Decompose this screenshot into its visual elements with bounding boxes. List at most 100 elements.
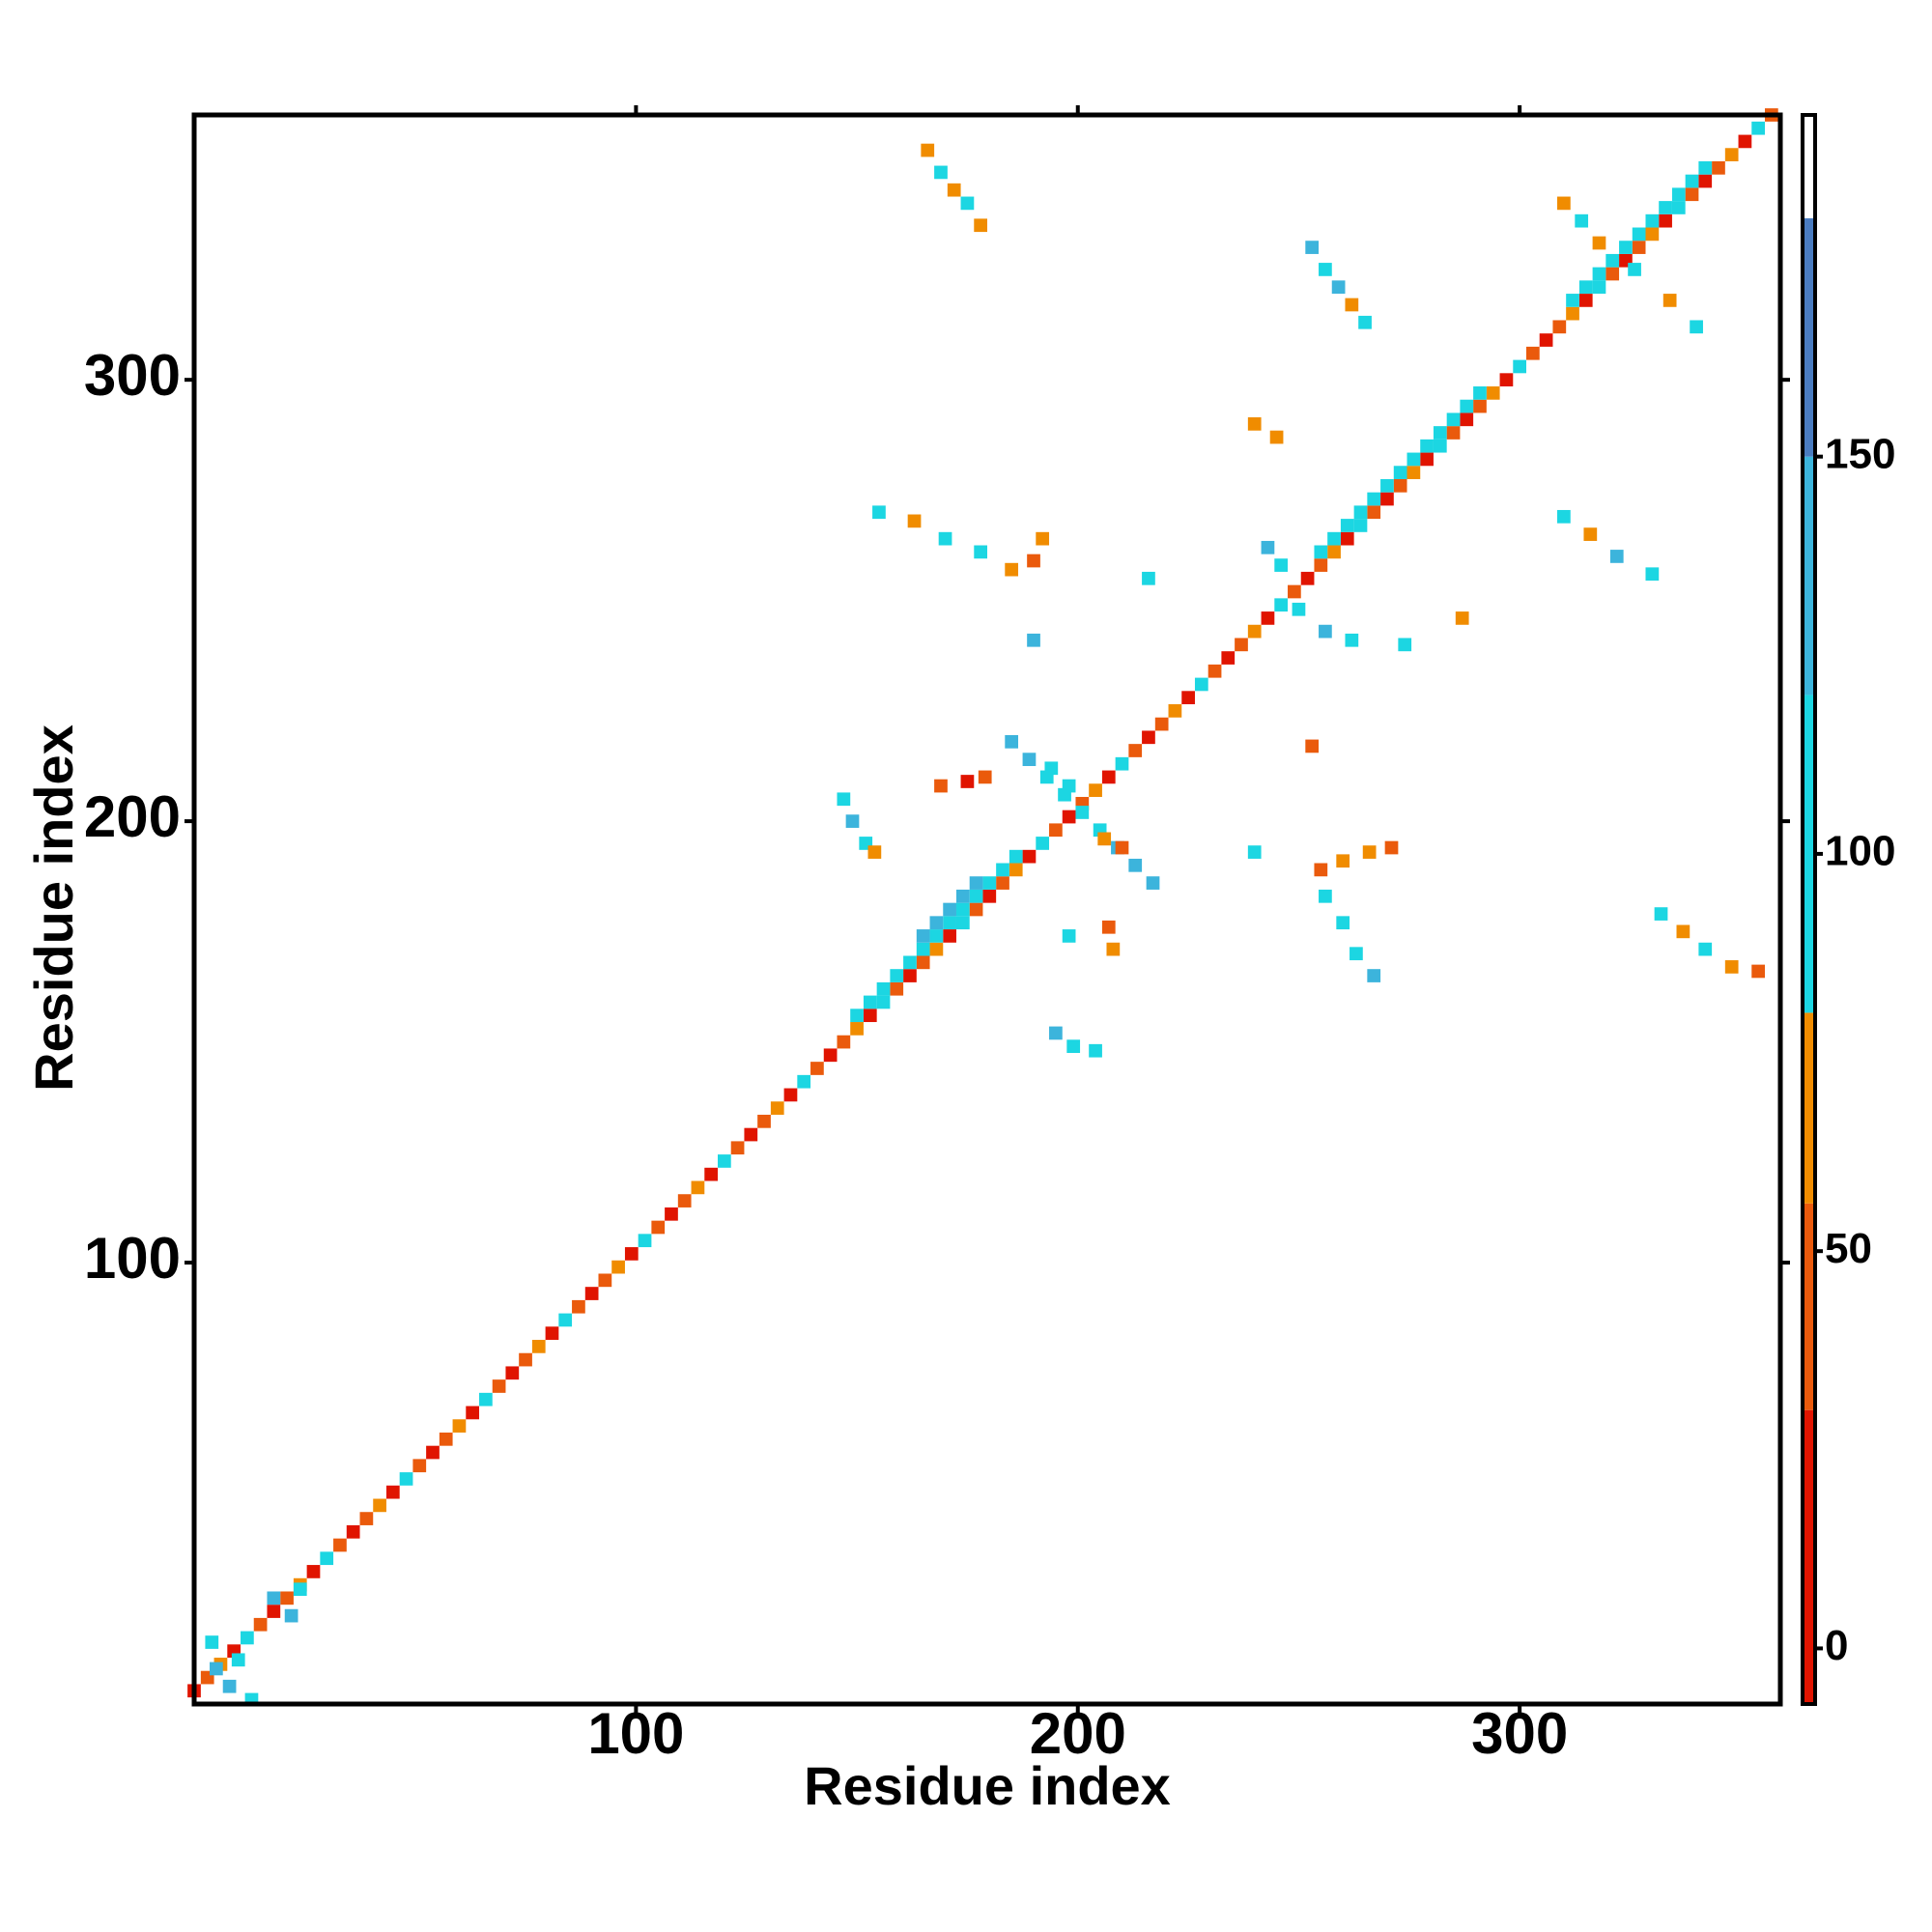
- x-axis-label: Residue index: [804, 1755, 1171, 1816]
- cell: [1319, 263, 1332, 276]
- cell: [1671, 201, 1686, 214]
- cell: [1592, 280, 1606, 295]
- cell: [1605, 267, 1620, 281]
- cell: [1101, 770, 1116, 784]
- cell: [850, 1022, 864, 1036]
- cell: [1319, 889, 1332, 903]
- cell: [850, 1009, 864, 1023]
- cell: [1557, 196, 1571, 211]
- cell: [1671, 187, 1686, 202]
- cell: [1075, 806, 1090, 819]
- cell: [439, 1432, 453, 1446]
- cell: [1247, 624, 1262, 639]
- cell: [1632, 241, 1646, 254]
- cell: [210, 1662, 223, 1676]
- cell: [943, 916, 956, 930]
- cell: [1221, 651, 1236, 665]
- cell: [479, 1392, 493, 1406]
- cell: [1724, 148, 1739, 161]
- cell: [1066, 1039, 1081, 1054]
- cell: [1314, 545, 1328, 559]
- cell: [890, 969, 904, 982]
- cell: [1398, 638, 1412, 652]
- cell: [1609, 550, 1624, 563]
- cell: [903, 969, 917, 982]
- y-axis-label: Residue index: [23, 724, 84, 1092]
- cell: [934, 165, 948, 180]
- cell: [1583, 527, 1598, 541]
- colorbar-band: [1803, 1203, 1815, 1410]
- cell: [505, 1366, 520, 1380]
- cell: [1751, 964, 1765, 979]
- cell: [1194, 677, 1208, 692]
- cell: [1433, 439, 1447, 453]
- cell: [1009, 863, 1023, 877]
- colorbar-band: [1803, 1012, 1815, 1204]
- cell: [757, 1114, 771, 1128]
- cell: [1513, 359, 1527, 374]
- cell: [1305, 739, 1320, 753]
- cell: [996, 863, 1009, 877]
- cell: [1367, 969, 1381, 982]
- cell: [1005, 562, 1019, 577]
- cell: [1353, 519, 1368, 532]
- cell: [1659, 213, 1672, 228]
- cell: [1345, 633, 1359, 647]
- cell: [1350, 947, 1363, 961]
- cell: [955, 916, 970, 930]
- cell: [1089, 1043, 1102, 1058]
- cell: [426, 1445, 440, 1460]
- cell: [1645, 213, 1660, 228]
- cell: [1654, 907, 1668, 921]
- cell: [960, 775, 975, 788]
- cell: [1044, 761, 1059, 776]
- cell: [1115, 756, 1129, 771]
- cell: [1393, 466, 1407, 479]
- cell: [955, 889, 970, 903]
- cell: [1578, 280, 1593, 295]
- cell: [1628, 263, 1641, 276]
- cell: [1036, 531, 1050, 546]
- cell: [938, 531, 952, 546]
- cell: [1738, 134, 1752, 149]
- cell: [572, 1299, 585, 1314]
- cell: [947, 183, 961, 197]
- colorbar-frame: [1801, 113, 1817, 1706]
- colorbar-band: [1803, 115, 1815, 218]
- cell: [943, 902, 956, 917]
- cell: [558, 1313, 573, 1327]
- cell: [531, 1340, 546, 1353]
- cell: [1340, 519, 1354, 532]
- cell: [412, 1459, 427, 1473]
- colorbar-band: [1803, 217, 1815, 457]
- y-tick-label: 100: [84, 1226, 181, 1291]
- cell: [1724, 960, 1739, 974]
- cell: [982, 876, 997, 890]
- cell: [872, 505, 886, 520]
- cell: [1336, 916, 1350, 930]
- cell: [624, 1247, 639, 1261]
- cell: [969, 889, 983, 903]
- cell: [1089, 783, 1102, 797]
- cell: [974, 545, 987, 559]
- cell: [1751, 121, 1765, 135]
- cell: [293, 1582, 307, 1597]
- cell: [1433, 426, 1447, 440]
- cell: [306, 1565, 321, 1578]
- cell: [1340, 531, 1354, 546]
- cell: [1367, 505, 1381, 520]
- cell: [519, 1352, 532, 1367]
- cell: [1659, 201, 1672, 214]
- cell: [1269, 430, 1284, 444]
- cell: [346, 1524, 360, 1539]
- cell: [744, 1127, 758, 1142]
- cell: [1208, 664, 1222, 678]
- cell: [1247, 845, 1262, 859]
- cell: [1712, 160, 1725, 175]
- cell: [638, 1234, 652, 1248]
- cell: [1062, 929, 1076, 943]
- cell: [837, 792, 851, 807]
- cell: [1698, 160, 1713, 175]
- colorbar-tick-label: 0: [1825, 1622, 1848, 1669]
- plot-frame: [191, 112, 1783, 1707]
